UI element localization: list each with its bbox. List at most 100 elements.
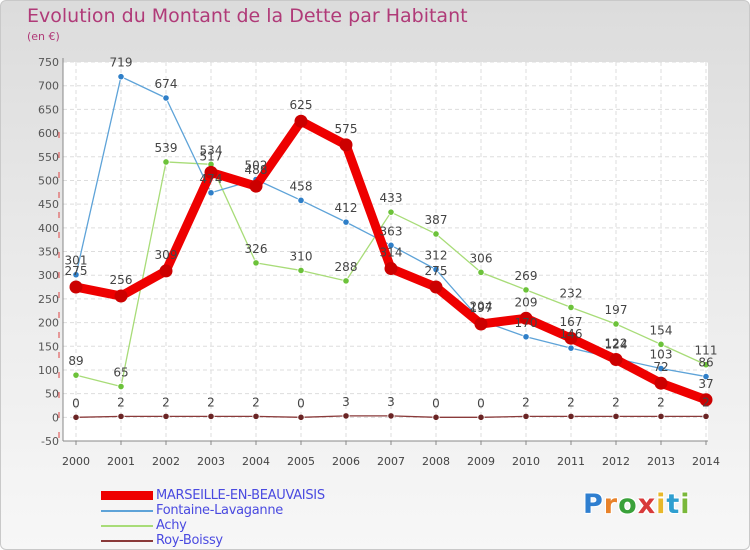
data-label: 154 [650, 323, 673, 337]
data-point [72, 271, 80, 279]
logo-letter: r [603, 489, 619, 520]
data-label: 170 [515, 316, 538, 330]
y-tick-label: 450 [38, 198, 59, 211]
logo-letter: x [637, 489, 657, 520]
proxiti-logo: Proxiti [583, 489, 691, 520]
data-label: 2 [117, 395, 125, 409]
data-label: 575 [335, 122, 358, 136]
y-tick-label: 200 [38, 317, 59, 330]
data-point [519, 311, 533, 325]
legend-swatch [101, 525, 153, 527]
data-label: 0 [432, 396, 440, 410]
logo-letter: i [656, 489, 667, 520]
data-point [702, 412, 710, 420]
data-point [117, 73, 125, 81]
y-tick-label: 750 [38, 56, 59, 69]
data-label: 197 [605, 303, 628, 317]
data-point [432, 265, 440, 274]
legend-label: Fontaine-Lavaganne [156, 503, 283, 518]
y-tick-label: 150 [38, 340, 59, 353]
data-point [387, 208, 395, 216]
data-point [72, 371, 80, 379]
x-tick-label: 2002 [152, 455, 180, 468]
data-label: 433 [380, 191, 403, 205]
data-point [207, 412, 215, 420]
legend-label: Achy [156, 518, 187, 533]
data-label: 256 [110, 273, 133, 287]
data-point [159, 264, 173, 278]
data-point [432, 413, 440, 421]
x-tick-label: 2013 [647, 455, 675, 468]
x-tick-label: 2000 [62, 455, 90, 468]
data-point [117, 382, 125, 391]
data-point [567, 412, 575, 420]
data-label: 2 [657, 395, 665, 409]
data-label: 719 [110, 56, 133, 70]
data-label: 2 [162, 395, 170, 409]
data-label: 0 [477, 396, 485, 410]
data-label: 146 [560, 327, 583, 341]
data-point [702, 372, 710, 381]
data-point [609, 353, 623, 367]
data-point [162, 158, 170, 166]
data-label: 89 [68, 354, 83, 368]
data-label: 309 [155, 248, 178, 262]
data-point [294, 114, 308, 128]
data-point [297, 413, 305, 421]
data-label: 301 [65, 254, 88, 268]
data-label: 312 [425, 249, 448, 263]
data-point [699, 393, 713, 407]
x-tick-label: 2004 [242, 455, 270, 468]
data-point [432, 230, 440, 238]
data-point [564, 331, 578, 345]
logo-letter: t [666, 489, 681, 520]
data-point [654, 376, 668, 390]
data-point [342, 412, 350, 420]
data-point [387, 241, 395, 249]
series-lines [69, 73, 713, 421]
data-label: 517 [200, 149, 223, 163]
data-label: 0 [297, 396, 305, 410]
data-point [114, 289, 128, 303]
data-point [297, 196, 305, 204]
data-label: 269 [515, 269, 538, 283]
data-label: 310 [290, 249, 313, 263]
data-point [72, 413, 80, 421]
data-label: 232 [560, 286, 583, 300]
data-point [69, 280, 83, 294]
y-tick-label: 650 [38, 103, 59, 116]
legend-label: Roy-Boissy [156, 533, 223, 548]
data-point [162, 94, 170, 102]
chart-title: Evolution du Montant de la Dette par Hab… [27, 5, 468, 27]
data-label: 0 [72, 396, 80, 410]
x-tick-label: 2007 [377, 455, 405, 468]
data-label: 2 [567, 395, 575, 409]
data-label: 209 [515, 295, 538, 309]
data-point [252, 259, 260, 267]
data-label: 625 [290, 98, 313, 112]
y-tick-label: 700 [38, 80, 59, 93]
data-label: 326 [245, 242, 268, 256]
data-label: 275 [65, 264, 88, 278]
data-label: 306 [470, 251, 493, 265]
y-tick-label: 50 [45, 388, 59, 401]
data-point [384, 262, 398, 276]
legend-swatch [101, 540, 153, 542]
x-tick-label: 2009 [467, 455, 495, 468]
data-point [522, 286, 530, 294]
x-tick-label: 2003 [197, 455, 225, 468]
legend-swatch [101, 491, 153, 500]
x-tick-label: 2014 [692, 455, 720, 468]
data-point [522, 333, 530, 341]
logo-letter: o [618, 489, 638, 520]
data-point [252, 412, 260, 420]
data-label: 72 [653, 360, 668, 374]
data-label: 314 [380, 246, 403, 260]
data-point [117, 412, 125, 420]
data-label: 2 [207, 395, 215, 409]
data-label: 387 [425, 213, 448, 227]
y-tick-label: 100 [38, 364, 59, 377]
data-point [204, 165, 218, 179]
